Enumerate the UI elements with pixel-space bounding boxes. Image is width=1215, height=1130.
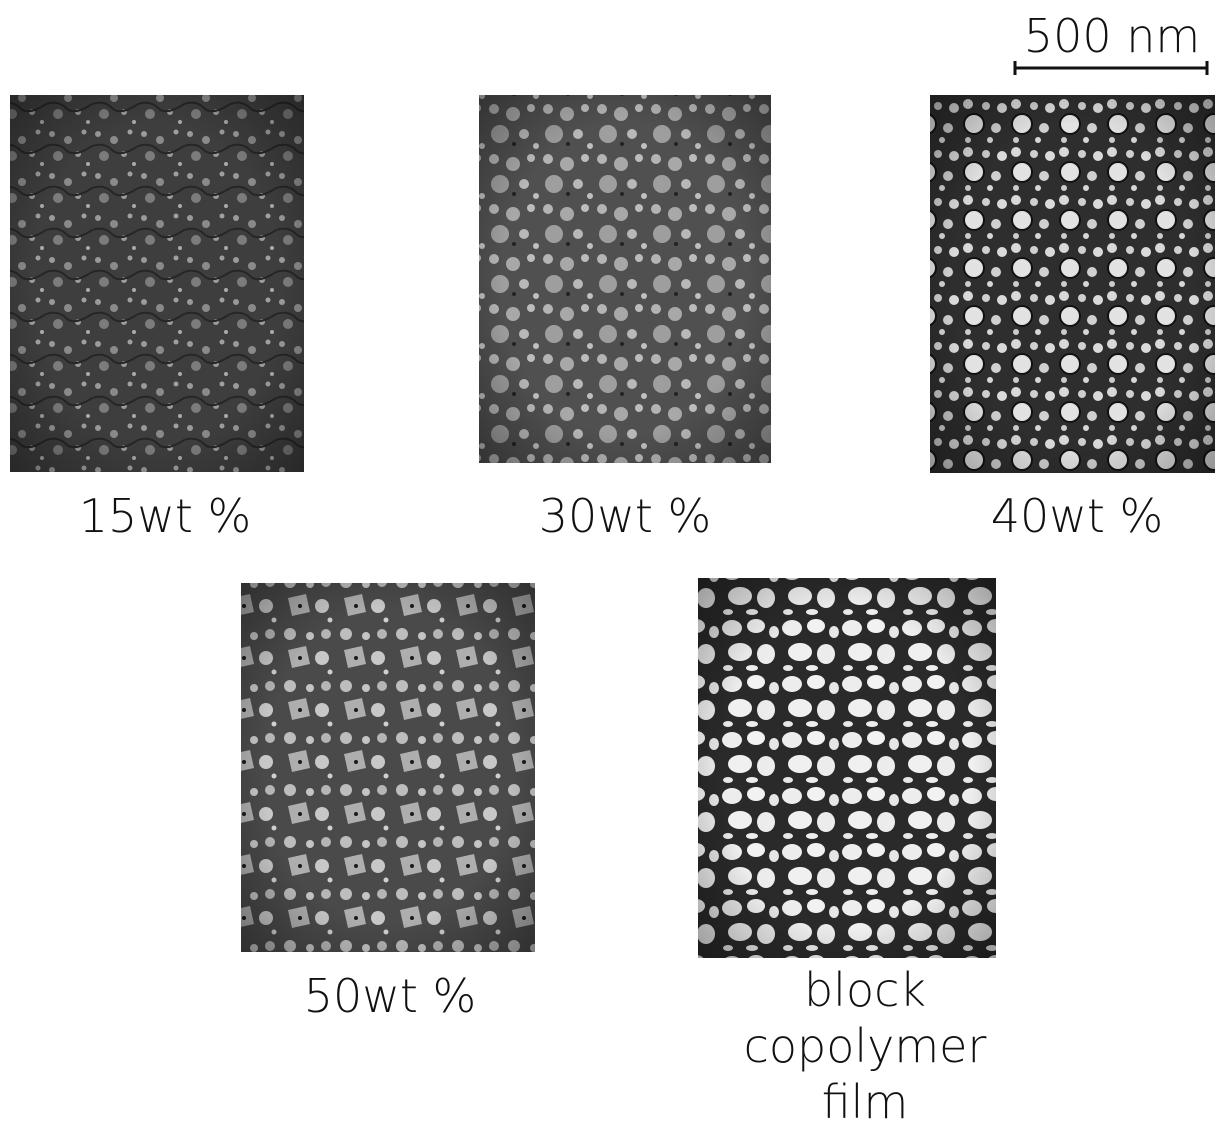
figure: 500 nm 15wt % 30wt % 40wt % 50wt % [0,0,1215,1080]
micrograph-50 [241,583,535,952]
panel-label: 50wt % [304,969,477,1023]
micrograph-30 [479,95,771,463]
page: 500 nm 15wt % 30wt % 40wt % 50wt % block… [0,0,1215,1080]
panel-label: block copolymer film [700,962,1030,1130]
panel-label: 40wt % [991,489,1164,543]
panel-label: 15wt % [79,489,252,543]
panel-label: 30wt % [539,489,712,543]
micrograph-40 [930,95,1215,473]
micrograph-block-copolymer [698,578,996,958]
micrograph-15 [10,95,304,472]
scale-bar-label: 500 nm [1024,9,1200,63]
scale-bar [1015,61,1207,75]
